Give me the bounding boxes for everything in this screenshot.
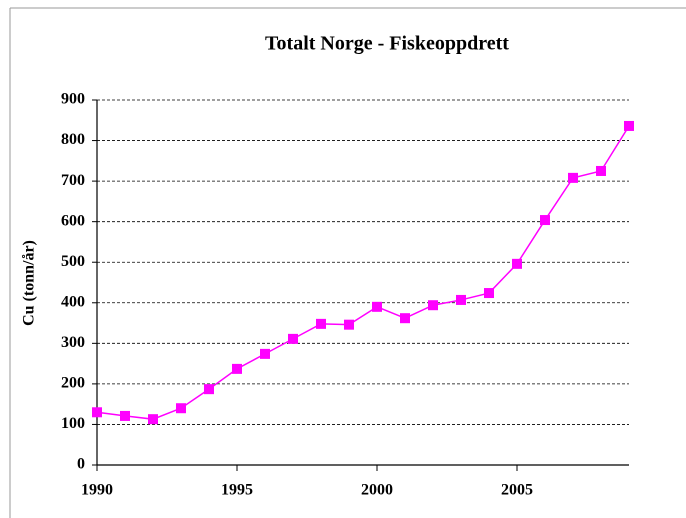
x-tick-label: 1995 [221, 482, 253, 499]
y-tick-label: 0 [77, 456, 85, 473]
marker [456, 294, 466, 305]
marker [568, 172, 578, 183]
y-tick-label: 500 [61, 253, 85, 270]
x-tick-label: 2005 [501, 482, 533, 499]
y-tick-label: 700 [61, 172, 85, 189]
y-tick-label: 900 [61, 91, 85, 108]
y-tick-label: 800 [61, 131, 85, 148]
y-tick-label: 100 [61, 415, 85, 432]
y-tick-label: 600 [61, 212, 85, 229]
marker [316, 318, 326, 329]
marker [92, 407, 102, 418]
chart-title: Totalt Norge - Fiskeoppdrett [265, 33, 509, 55]
marker [624, 120, 634, 131]
marker [540, 215, 550, 226]
y-tick-label: 200 [61, 375, 85, 392]
y-tick-label: 400 [61, 293, 85, 310]
marker [596, 165, 606, 176]
y-axis-label: Cu (tonn/år) [21, 240, 38, 326]
marker [232, 363, 242, 374]
marker [428, 300, 438, 311]
marker [344, 319, 354, 330]
marker [260, 348, 270, 359]
x-tick-label: 1990 [81, 482, 113, 499]
marker [204, 384, 214, 395]
marker [372, 301, 382, 312]
line [96, 125, 630, 420]
marker [120, 410, 130, 421]
marker [288, 333, 298, 344]
marker [512, 258, 522, 269]
marker [148, 414, 158, 425]
marker [176, 403, 186, 414]
marker [484, 288, 494, 299]
marker [400, 313, 410, 324]
y-tick-label: 300 [61, 334, 85, 351]
x-tick-label: 2000 [361, 482, 393, 499]
